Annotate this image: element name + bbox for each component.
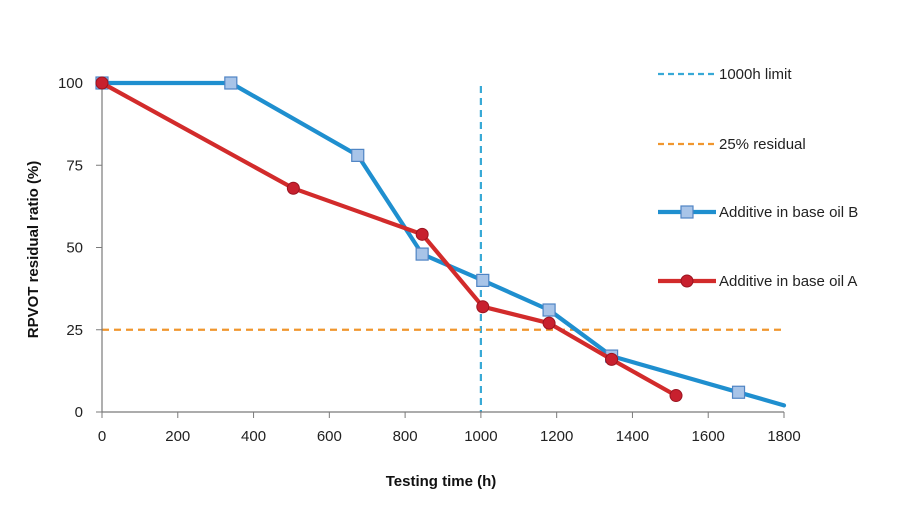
data-point [415,247,429,261]
legend-item: 25% residual [658,136,806,153]
x-tick-label: 1000 [464,428,497,445]
series-group [95,76,787,408]
legend-label: 25% residual [719,136,806,153]
legend-label: 1000h limit [719,66,792,83]
x-tick-label: 600 [317,428,342,445]
legend-item: Additive in base oil B [658,204,858,221]
legend-item: Additive in base oil A [658,273,857,290]
x-tick-label: 1200 [540,428,573,445]
y-tick-label: 50 [66,240,83,257]
y-axis-title: RPVOT residual ratio (%) [25,161,42,339]
y-tick-label: 0 [75,404,83,421]
series-line [99,80,787,408]
data-point [415,227,429,241]
data-point [476,300,490,314]
x-tick-label: 0 [98,428,106,445]
data-point [680,205,694,219]
x-axis-title: Testing time (h) [386,473,497,490]
x-tick-label: 1600 [692,428,725,445]
x-tick-label: 1800 [767,428,800,445]
data-point [95,76,109,90]
legend: 1000h limit 25% residual Additive in base … [658,66,858,290]
data-point [542,303,556,317]
data-point [542,316,556,330]
y-tick-label: 25 [66,322,83,339]
legend-label: Additive in base oil A [719,273,857,290]
data-point [476,273,490,287]
x-tick-label: 1400 [616,428,649,445]
data-point [286,181,300,195]
data-point [224,76,238,90]
x-tick-label: 400 [241,428,266,445]
series-line [99,80,679,398]
x-tick-label: 800 [393,428,418,445]
x-tick-label: 200 [165,428,190,445]
y-tick-label: 75 [66,157,83,174]
legend-label: Additive in base oil B [719,204,858,221]
data-point [351,148,365,162]
data-point [605,352,619,366]
legend-item: 1000h limit [658,66,792,83]
data-point [731,385,746,399]
data-point [680,274,694,288]
series-group [95,76,683,403]
y-tick-label: 100 [58,75,83,92]
data-point [669,389,683,403]
